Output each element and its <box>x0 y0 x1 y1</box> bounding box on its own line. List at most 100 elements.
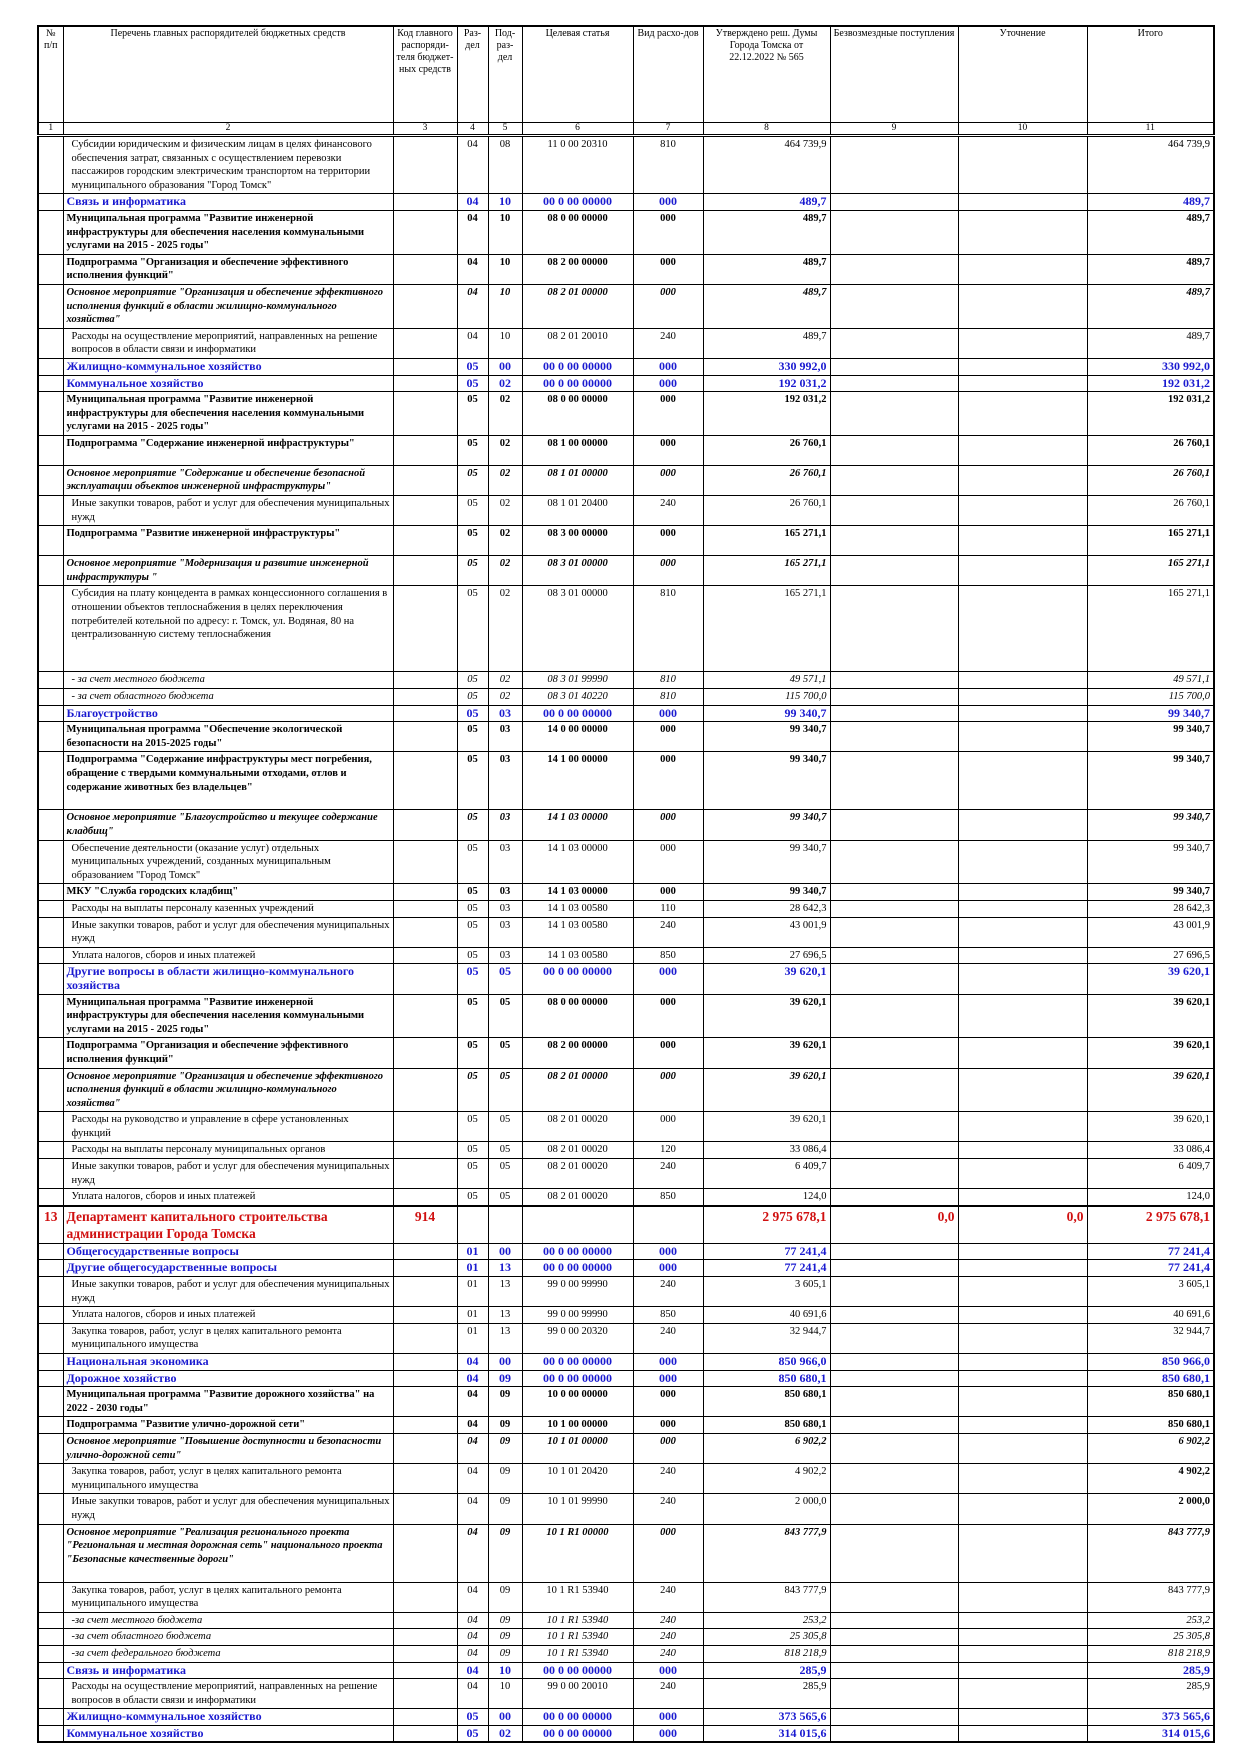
cell-sum: 99 340,7 <box>702 704 831 723</box>
cell-rz: 05 <box>456 464 489 497</box>
cell-total: 253,2 <box>1086 1611 1215 1630</box>
empty-cell <box>957 1432 1088 1465</box>
cell-name: Основное мероприятие "Организация и обес… <box>62 283 394 329</box>
empty-cell <box>37 391 64 436</box>
cell-name: Подпрограмма "Содержание инфраструктуры … <box>62 751 394 811</box>
column-number: 5 <box>487 122 523 137</box>
empty-cell <box>829 327 959 359</box>
empty-cell <box>829 1493 959 1525</box>
cell-name: Основное мероприятие "Реализация региона… <box>62 1523 394 1583</box>
empty-cell <box>521 1204 634 1244</box>
cell-rz: 05 <box>456 963 489 995</box>
cell-rz: 04 <box>456 253 489 285</box>
empty-cell <box>392 1661 458 1680</box>
header-cell: Уточнение <box>957 25 1088 123</box>
column-number: 3 <box>392 122 458 137</box>
empty-cell <box>37 839 64 885</box>
cell-vr: 000 <box>632 1037 704 1069</box>
empty-cell <box>957 809 1088 841</box>
empty-cell <box>957 1416 1088 1434</box>
cell-cs: 00 0 00 00000 <box>521 1661 634 1680</box>
cell-vr: 240 <box>632 1463 704 1495</box>
table-row: Иные закупки товаров, работ и услуг для … <box>37 1158 1215 1190</box>
cell-cs: 08 3 01 00000 <box>521 585 634 673</box>
empty-cell <box>829 434 959 466</box>
cell-vr: 810 <box>632 688 704 706</box>
empty-cell <box>829 357 959 376</box>
table-row: Общегосударственные вопросы 01 00 00 0 00 0… <box>37 1242 1215 1261</box>
table-row: -за счет местного бюджета 04 09 10 1 R1 539… <box>37 1611 1215 1630</box>
table-row: Подпрограмма "Организация и обеспечение … <box>37 1037 1215 1069</box>
cell-total: 99 340,7 <box>1086 704 1215 723</box>
empty-cell <box>829 1581 959 1613</box>
empty-cell <box>392 883 458 901</box>
table-row: Связь и информатика 04 10 00 0 00 00000 000 4… <box>37 193 1215 211</box>
empty-cell <box>392 1111 458 1143</box>
empty-cell <box>37 1158 64 1190</box>
cell-vr: 810 <box>632 585 704 673</box>
empty-cell <box>957 688 1088 706</box>
cell-vr: 240 <box>632 916 704 948</box>
empty-cell <box>957 1724 1088 1743</box>
cell-rz: 04 <box>456 1353 489 1371</box>
table-row: Расходы на осуществление мероприятий, на… <box>37 327 1215 359</box>
cell-cs: 08 3 00 00000 <box>521 525 634 557</box>
table-row: - за счет местного бюджета 05 02 08 3 01 99… <box>37 671 1215 690</box>
cell-pr: 03 <box>487 809 523 841</box>
cell-cs: 14 1 03 00000 <box>521 883 634 901</box>
cell-total: 330 992,0 <box>1086 357 1215 376</box>
cell-total: 39 620,1 <box>1086 1067 1215 1113</box>
table-row: Основное мероприятие "Содержание и обесп… <box>37 464 1215 497</box>
cell-total: 26 760,1 <box>1086 434 1215 466</box>
empty-cell <box>829 283 959 329</box>
column-number: 7 <box>632 122 704 137</box>
empty-cell <box>37 946 64 965</box>
cell-sum: 40 691,6 <box>702 1306 831 1324</box>
empty-cell <box>392 327 458 359</box>
cell-sum: 818 218,9 <box>702 1644 831 1663</box>
cell-total: 489,7 <box>1086 327 1215 359</box>
empty-cell <box>392 1644 458 1663</box>
empty-cell <box>829 525 959 557</box>
header-cell: Вид расхо-дов <box>632 25 704 123</box>
cell-total: 285,9 <box>1086 1678 1215 1710</box>
empty-cell <box>829 1523 959 1583</box>
empty-cell <box>37 1111 64 1143</box>
table-row: Основное мероприятие "Повышение доступно… <box>37 1432 1215 1465</box>
cell-cs: 14 1 03 00000 <box>521 809 634 841</box>
cell-rz: 05 <box>456 704 489 723</box>
cell-vr: 000 <box>632 525 704 557</box>
table-row: Основное мероприятие "Организация и обес… <box>37 1067 1215 1113</box>
empty-cell <box>37 1416 64 1434</box>
empty-cell <box>957 1188 1088 1207</box>
table-row: Субсидия на плату концедента в рамках ко… <box>37 585 1215 673</box>
cell-cs: 10 1 R1 53940 <box>521 1611 634 1630</box>
cell-name: Подпрограмма "Содержание инженерной инфр… <box>62 434 394 466</box>
cell-sum: 6 409,7 <box>702 1158 831 1190</box>
empty-cell <box>37 809 64 841</box>
cell-sum: 489,7 <box>702 327 831 359</box>
cell-name: Муниципальная программа "Развитие дорожн… <box>62 1386 394 1418</box>
cell-cs: 10 1 01 00000 <box>521 1432 634 1465</box>
cell-rz: 05 <box>456 899 489 918</box>
empty-cell <box>829 1276 959 1308</box>
empty-cell <box>829 1158 959 1190</box>
table-row: Связь и информатика 04 10 00 0 00 00000 000 2… <box>37 1661 1215 1680</box>
cell-rz: 05 <box>456 688 489 706</box>
empty-cell <box>957 495 1088 527</box>
table-row: -за счет областного бюджета 04 09 10 1 R1 5… <box>37 1628 1215 1646</box>
cell-name: Основное мероприятие "Организация и обес… <box>62 1067 394 1113</box>
empty-cell <box>37 1661 64 1680</box>
cell-vr: 240 <box>632 1581 704 1613</box>
cell-rz: 05 <box>456 721 489 753</box>
cell-pr: 09 <box>487 1432 523 1465</box>
cell-rz: 01 <box>456 1276 489 1308</box>
empty-cell <box>829 495 959 527</box>
cell-sum: 99 340,7 <box>702 751 831 811</box>
empty-cell <box>829 688 959 706</box>
empty-cell <box>37 357 64 376</box>
cell-vr: 000 <box>632 464 704 497</box>
cell-total: 192 031,2 <box>1086 374 1215 393</box>
cell-name: Уплата налогов, сборов и иных платежей <box>62 1306 394 1324</box>
